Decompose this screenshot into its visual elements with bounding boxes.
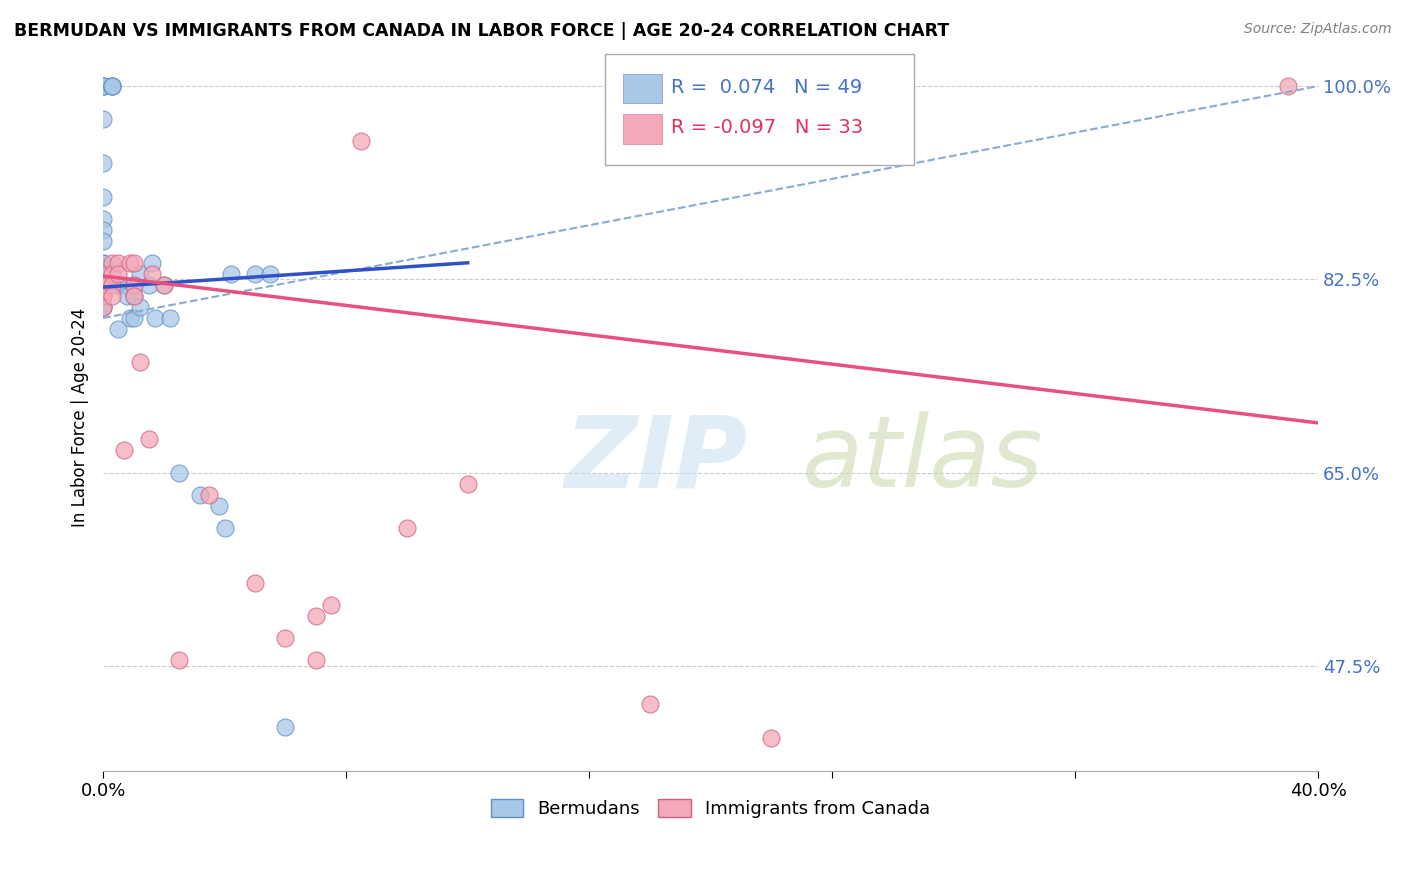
Point	[91, 300, 114, 314]
Point	[138, 433, 160, 447]
Point	[167, 653, 190, 667]
Point	[91, 289, 114, 303]
Point	[319, 598, 342, 612]
Point	[91, 300, 114, 314]
Point	[122, 277, 145, 292]
Point	[91, 277, 114, 292]
Point	[101, 277, 124, 292]
Point	[107, 267, 129, 281]
Point	[91, 234, 114, 248]
Point	[101, 79, 124, 94]
Text: R =  0.074   N = 49: R = 0.074 N = 49	[671, 78, 862, 97]
Point	[91, 277, 114, 292]
Point	[107, 277, 129, 292]
Point	[91, 79, 114, 94]
Point	[112, 277, 135, 292]
Point	[101, 79, 124, 94]
Point	[128, 267, 150, 281]
Point	[91, 267, 114, 281]
Point	[122, 311, 145, 326]
Point	[91, 267, 114, 281]
Point	[122, 277, 145, 292]
Point	[120, 256, 142, 270]
Point	[91, 222, 114, 236]
Point	[305, 609, 328, 624]
Point	[395, 521, 418, 535]
Point	[305, 653, 328, 667]
Point	[91, 79, 114, 94]
Text: Source: ZipAtlas.com: Source: ZipAtlas.com	[1244, 22, 1392, 37]
Point	[107, 256, 129, 270]
Text: BERMUDAN VS IMMIGRANTS FROM CANADA IN LABOR FORCE | AGE 20-24 CORRELATION CHART: BERMUDAN VS IMMIGRANTS FROM CANADA IN LA…	[14, 22, 949, 40]
Point	[274, 719, 297, 733]
Point	[243, 267, 266, 281]
Point	[167, 466, 190, 480]
Point	[207, 499, 229, 513]
Point	[219, 267, 242, 281]
Point	[153, 277, 176, 292]
Text: R = -0.097   N = 33: R = -0.097 N = 33	[671, 118, 863, 137]
Point	[143, 311, 166, 326]
Point	[91, 277, 114, 292]
Point	[638, 698, 661, 712]
Point	[188, 488, 211, 502]
Point	[101, 79, 124, 94]
Point	[91, 79, 114, 94]
Point	[91, 277, 114, 292]
Point	[153, 277, 176, 292]
Text: ZIP: ZIP	[565, 411, 748, 508]
Point	[91, 300, 114, 314]
Y-axis label: In Labor Force | Age 20-24: In Labor Force | Age 20-24	[72, 308, 89, 527]
Point	[198, 488, 221, 502]
Point	[138, 277, 160, 292]
Point	[122, 256, 145, 270]
Point	[91, 79, 114, 94]
Point	[761, 731, 783, 745]
Point	[122, 289, 145, 303]
Point	[101, 289, 124, 303]
Point	[112, 443, 135, 458]
Point	[159, 311, 181, 326]
Point	[128, 300, 150, 314]
Point	[91, 189, 114, 203]
Point	[107, 322, 129, 336]
Point	[91, 267, 114, 281]
Point	[120, 311, 142, 326]
Point	[91, 211, 114, 226]
Point	[91, 289, 114, 303]
Point	[141, 256, 163, 270]
Point	[214, 521, 236, 535]
Point	[91, 112, 114, 127]
Point	[101, 79, 124, 94]
Point	[128, 355, 150, 369]
Point	[101, 267, 124, 281]
Point	[350, 134, 373, 148]
Point	[274, 631, 297, 645]
Point	[457, 476, 479, 491]
Point	[259, 267, 281, 281]
Text: atlas: atlas	[801, 411, 1043, 508]
Point	[1277, 79, 1299, 94]
Point	[141, 267, 163, 281]
Point	[91, 277, 114, 292]
Point	[91, 256, 114, 270]
Point	[122, 289, 145, 303]
Point	[91, 156, 114, 170]
Point	[91, 256, 114, 270]
Point	[101, 256, 124, 270]
Point	[117, 289, 139, 303]
Point	[107, 277, 129, 292]
Point	[243, 576, 266, 591]
Legend: Bermudans, Immigrants from Canada: Bermudans, Immigrants from Canada	[484, 791, 938, 825]
Point	[91, 289, 114, 303]
